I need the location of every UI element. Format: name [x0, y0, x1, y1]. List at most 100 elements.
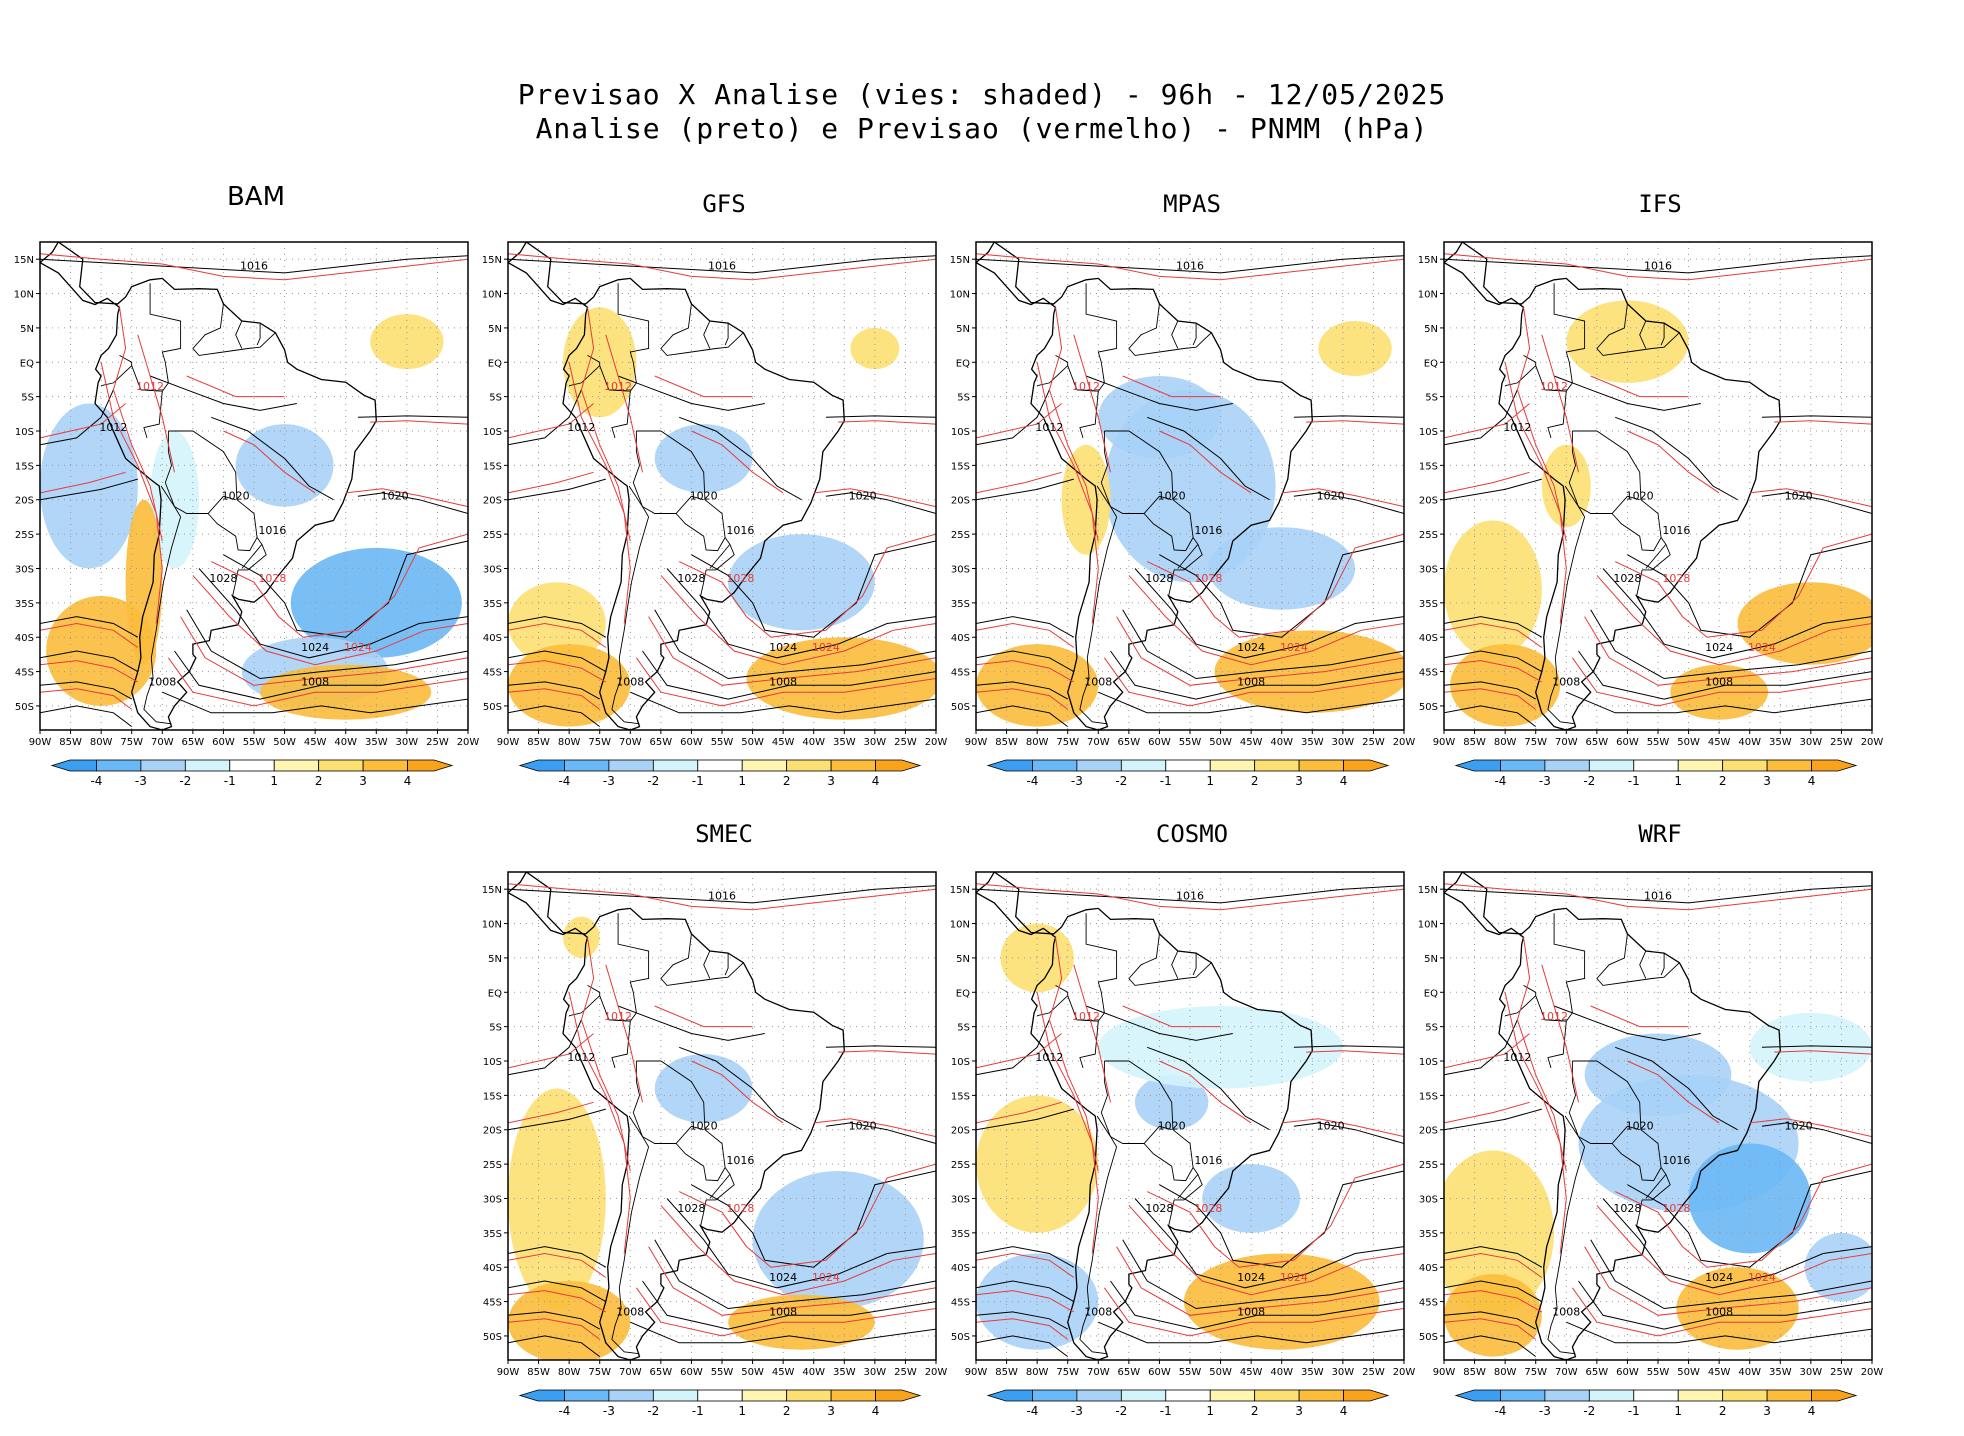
lon-tick-label: 55W	[1179, 1367, 1202, 1378]
lat-tick-label: 30S	[483, 564, 502, 575]
country-border	[1096, 485, 1172, 514]
panel-ifs: IFS 1016 1016 1012 1012 1020 1020 1024 1024 1008 1…	[1404, 190, 1884, 800]
colorbar-segment	[1076, 1389, 1122, 1402]
lon-tick-label: 85W	[527, 737, 550, 748]
colorbar-label: 1	[738, 774, 746, 788]
lon-tick-label: 85W	[1463, 1367, 1486, 1378]
forecast-isobar	[1444, 253, 1872, 281]
country-border	[632, 431, 649, 518]
analysis-isobar	[1553, 375, 1701, 411]
country-border	[703, 320, 711, 349]
lon-tick-label: 75W	[1524, 1367, 1547, 1378]
lat-tick-label: 5N	[488, 324, 502, 335]
map-cosmo: 1016 1016 1012 1012 1020 1020 1024 1024 1008 1008…	[950, 871, 1415, 1418]
colorbar-label: 3	[1295, 1404, 1303, 1418]
map-gfs: 1016 1016 1012 1012 1020 1020 1024 1024 1008 1008…	[482, 241, 947, 788]
analysis-isobar	[976, 616, 1075, 638]
isobar-label: 1028	[1662, 1202, 1690, 1215]
colorbar-label: 4	[872, 774, 880, 788]
lat-tick-label: 5N	[1424, 954, 1438, 965]
isobar-label: 1008	[769, 1305, 797, 1318]
analysis-isobar	[617, 375, 765, 411]
lon-tick-label: 85W	[59, 737, 82, 748]
bias-area	[40, 403, 138, 569]
lon-tick-label: 35W	[1769, 1367, 1792, 1378]
colorbar-segment	[1722, 759, 1768, 772]
country-border	[1171, 950, 1179, 979]
lon-tick-label: 30W	[396, 737, 419, 748]
analysis-isobar	[508, 1108, 606, 1131]
colorbar-label: 2	[1251, 774, 1259, 788]
lon-tick-label: 50W	[1209, 737, 1232, 748]
colorbar-label: 2	[1719, 1404, 1727, 1418]
isobar-label: 1016	[1176, 889, 1204, 902]
lat-tick-label: 20S	[951, 1126, 970, 1137]
country-border	[1611, 513, 1662, 552]
analysis-isobar	[976, 478, 1074, 501]
lat-tick-label: 50S	[951, 1332, 970, 1343]
forecast-isobar	[976, 253, 1404, 281]
analysis-isobar	[508, 478, 606, 501]
colorbar-segment	[184, 759, 231, 772]
forecast-isobar	[192, 575, 468, 666]
lat-tick-label: 45S	[951, 1298, 970, 1309]
colorbar-label: -2	[1583, 774, 1595, 788]
analysis-isobar	[642, 1280, 936, 1330]
lon-tick-label: 75W	[1524, 737, 1547, 748]
lon-tick-label: 65W	[650, 737, 673, 748]
lat-tick-label: 30S	[1419, 564, 1438, 575]
country-border	[1639, 950, 1647, 979]
lat-tick-label: 10S	[951, 1057, 970, 1068]
analysis-isobar	[1159, 540, 1404, 638]
colorbar-segment	[1811, 1389, 1858, 1402]
isobar-label: 1024	[812, 641, 840, 654]
forecast-isobar	[1116, 616, 1404, 686]
country-border	[1535, 995, 1567, 1069]
lon-tick-label: 90W	[497, 737, 520, 748]
lon-tick-label: 40W	[1270, 1367, 1293, 1378]
country-border	[599, 365, 631, 439]
colorbar-label: -2	[1583, 1404, 1595, 1418]
lat-tick-label: 35S	[483, 1229, 502, 1240]
forecast-isobar	[1627, 1060, 1720, 1124]
analysis-isobar	[40, 705, 133, 727]
analysis-isobar	[666, 568, 936, 659]
colorbar-segment	[786, 1389, 832, 1402]
lon-tick-label: 50W	[273, 737, 296, 748]
country-border	[1192, 953, 1197, 976]
colorbar-label: 1	[738, 1404, 746, 1418]
lat-tick-label: 35S	[951, 1229, 970, 1240]
country-border	[632, 1061, 649, 1148]
country-border	[1079, 1146, 1118, 1355]
colorbar-segment	[786, 759, 832, 772]
bias-area	[654, 1054, 753, 1123]
colorbar-label: 3	[1295, 774, 1303, 788]
isobar-label: 1008	[616, 1305, 644, 1318]
isobar-label: 1028	[209, 572, 237, 585]
country-border	[238, 544, 267, 571]
analysis-isobar	[508, 1335, 601, 1357]
forecast-isobar	[508, 403, 594, 439]
forecast-isobar	[210, 533, 468, 638]
colorbar-segment	[830, 1389, 876, 1402]
forecast-isobar	[1444, 1101, 1530, 1124]
lat-tick-label: 40S	[951, 1263, 970, 1274]
lon-tick-label: 80W	[1494, 1367, 1517, 1378]
lon-tick-label: 75W	[588, 1367, 611, 1378]
colorbar-label: -4	[558, 1404, 570, 1418]
analysis-isobar	[1444, 1311, 1536, 1330]
analysis-isobar	[1122, 1239, 1404, 1310]
colorbar-label: 4	[1808, 1404, 1816, 1418]
forecast-isobar	[976, 1101, 1062, 1124]
forecast-isobar	[1444, 883, 1872, 911]
lon-tick-label: 70W	[1087, 737, 1110, 748]
forecast-isobar	[1281, 1118, 1404, 1138]
colorbar-segment	[697, 1389, 743, 1402]
colorbar-label: -3	[603, 1404, 615, 1418]
isobar-label: 1020	[1626, 490, 1654, 503]
analysis-isobar	[666, 1198, 936, 1289]
country-border	[1660, 953, 1665, 976]
analysis-isobar	[1602, 568, 1872, 659]
lon-tick-label: 90W	[1433, 737, 1456, 748]
analysis-isobar	[508, 1246, 607, 1268]
